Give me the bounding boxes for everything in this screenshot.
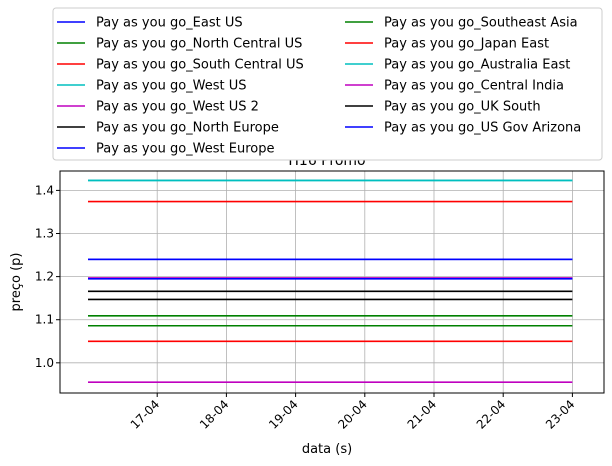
- legend-label: Pay as you go_US Gov Arizona: [384, 121, 581, 136]
- legend-label: Pay as you go_South Central US: [96, 58, 304, 73]
- y-axis-label: preço (p): [9, 253, 24, 312]
- legend-label: Pay as you go_Central India: [384, 79, 564, 94]
- legend-label: Pay as you go_North Europe: [96, 121, 279, 136]
- grid: [60, 171, 604, 393]
- y-tick-label: 1.4: [35, 183, 54, 197]
- x-tick-label: 20-04: [335, 397, 370, 432]
- legend-label: Pay as you go_UK South: [384, 100, 541, 115]
- y-tick-label: 1.3: [35, 227, 54, 241]
- legend-label: Pay as you go_West Europe: [96, 142, 274, 157]
- x-tick-label: 17-04: [128, 397, 163, 432]
- legend-box: [52, 7, 603, 161]
- legend: Pay as you go_East US Pay as you go_North…: [52, 7, 603, 161]
- legend-label: Pay as you go_Australia East: [384, 58, 570, 73]
- legend-label: Pay as you go_West US: [96, 79, 247, 94]
- y-tick-label: 1.0: [35, 356, 54, 370]
- x-axis-label: data (s): [302, 442, 352, 457]
- x-tick-label: 23-04: [543, 397, 578, 432]
- legend-label: Pay as you go_East US: [96, 16, 243, 31]
- x-axis-ticks: 17-04 18-04 19-04 20-04 21-04 22-04 23-04: [128, 393, 578, 432]
- x-tick-label: 18-04: [197, 397, 232, 432]
- legend-label: Pay as you go_Japan East: [384, 37, 549, 52]
- y-tick-label: 1.2: [35, 270, 54, 284]
- y-tick-label: 1.1: [35, 313, 54, 327]
- x-tick-label: 19-04: [266, 397, 301, 432]
- series-lines: [88, 179, 573, 384]
- y-axis-ticks: 1.0 1.1 1.2 1.3 1.4: [35, 183, 60, 370]
- legend-label: Pay as you go_Southeast Asia: [384, 16, 578, 31]
- x-tick-label: 22-04: [474, 397, 509, 432]
- plot-frame: [59, 170, 605, 394]
- legend-label: Pay as you go_North Central US: [96, 37, 302, 52]
- x-tick-label: 21-04: [405, 397, 440, 432]
- legend-label: Pay as you go_West US 2: [96, 100, 259, 115]
